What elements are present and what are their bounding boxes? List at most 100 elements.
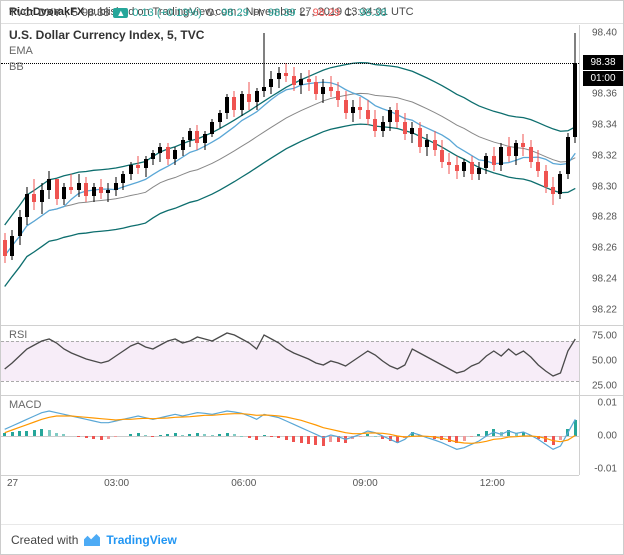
candle[interactable] [32,25,36,325]
candle[interactable] [484,25,488,325]
candle[interactable] [255,25,259,325]
candle[interactable] [358,25,362,325]
candle[interactable] [336,25,340,325]
candle[interactable] [144,25,148,325]
candle[interactable] [455,25,459,325]
candle[interactable] [121,25,125,325]
tradingview-logo-icon [84,534,100,545]
candle[interactable] [321,25,325,325]
candle[interactable] [47,25,51,325]
candle[interactable] [351,25,355,325]
candle[interactable] [106,25,110,325]
y-tick: 98.36 [592,89,617,100]
macd-plot[interactable] [1,396,579,475]
candle[interactable] [373,25,377,325]
candle[interactable] [114,25,118,325]
macd-y-axis[interactable]: 0.010.00-0.01 [579,396,623,475]
candle[interactable] [307,25,311,325]
candle[interactable] [514,25,518,325]
candle[interactable] [529,25,533,325]
y-tick: 50.00 [592,356,617,367]
candle[interactable] [447,25,451,325]
candle[interactable] [292,25,296,325]
candle[interactable] [218,25,222,325]
candle[interactable] [366,25,370,325]
candle[interactable] [262,25,266,325]
candle[interactable] [173,25,177,325]
price-y-axis[interactable]: 98.4098.3898.3698.3498.3298.3098.2898.26… [579,25,623,325]
candle[interactable] [62,25,66,325]
candle[interactable] [566,25,570,325]
candle[interactable] [551,25,555,325]
footer-text: Created with [11,533,78,547]
candle[interactable] [462,25,466,325]
candle[interactable] [210,25,214,325]
candle[interactable] [3,25,7,325]
candle[interactable] [284,25,288,325]
x-tick: 03:00 [104,478,129,489]
rsi-y-axis[interactable]: 75.0050.0025.00 [579,326,623,395]
candle[interactable] [232,25,236,325]
time-axis[interactable]: 2703:0006:0009:0012:00 [1,475,579,493]
candle[interactable] [84,25,88,325]
x-tick: 06:00 [231,478,256,489]
candle[interactable] [507,25,511,325]
candle[interactable] [151,25,155,325]
price-plot[interactable] [1,25,579,325]
interval: 5 [72,7,78,19]
candle[interactable] [247,25,251,325]
candle[interactable] [92,25,96,325]
candle[interactable] [521,25,525,325]
brand-name[interactable]: TradingView [106,533,176,547]
candle[interactable] [277,25,281,325]
candle[interactable] [499,25,503,325]
candle[interactable] [492,25,496,325]
candle[interactable] [381,25,385,325]
candle[interactable] [269,25,273,325]
candle[interactable] [69,25,73,325]
candle[interactable] [166,25,170,325]
price-line [1,63,579,64]
candle[interactable] [25,25,29,325]
y-tick: 75.00 [592,331,617,342]
candle[interactable] [433,25,437,325]
chart-title: U.S. Dollar Currency Index, 5, TVC [9,28,204,42]
candle[interactable] [403,25,407,325]
price-pane[interactable]: U.S. Dollar Currency Index, 5, TVC EMA B… [1,25,623,325]
candle[interactable] [225,25,229,325]
y-tick: 0.01 [598,397,617,408]
candle[interactable] [329,25,333,325]
candle[interactable] [181,25,185,325]
candle[interactable] [40,25,44,325]
rsi-plot[interactable] [1,326,579,395]
candle[interactable] [299,25,303,325]
candle[interactable] [470,25,474,325]
candle[interactable] [425,25,429,325]
candle[interactable] [410,25,414,325]
macd-pane[interactable]: MACD 0.010.00-0.01 [1,395,623,475]
candle[interactable] [395,25,399,325]
candle[interactable] [188,25,192,325]
rsi-pane[interactable]: RSI 75.0050.0025.00 [1,325,623,395]
candle[interactable] [195,25,199,325]
candle[interactable] [477,25,481,325]
candle[interactable] [77,25,81,325]
candle[interactable] [158,25,162,325]
candle[interactable] [536,25,540,325]
x-tick: 09:00 [353,478,378,489]
candle[interactable] [129,25,133,325]
candle[interactable] [440,25,444,325]
candle[interactable] [314,25,318,325]
candle[interactable] [544,25,548,325]
candle[interactable] [203,25,207,325]
y-tick: 98.22 [592,304,617,315]
candle[interactable] [558,25,562,325]
candle[interactable] [55,25,59,325]
candle[interactable] [99,25,103,325]
candle[interactable] [573,25,577,325]
candle[interactable] [344,25,348,325]
candle[interactable] [136,25,140,325]
candle[interactable] [388,25,392,325]
candle[interactable] [240,25,244,325]
candle[interactable] [418,25,422,325]
